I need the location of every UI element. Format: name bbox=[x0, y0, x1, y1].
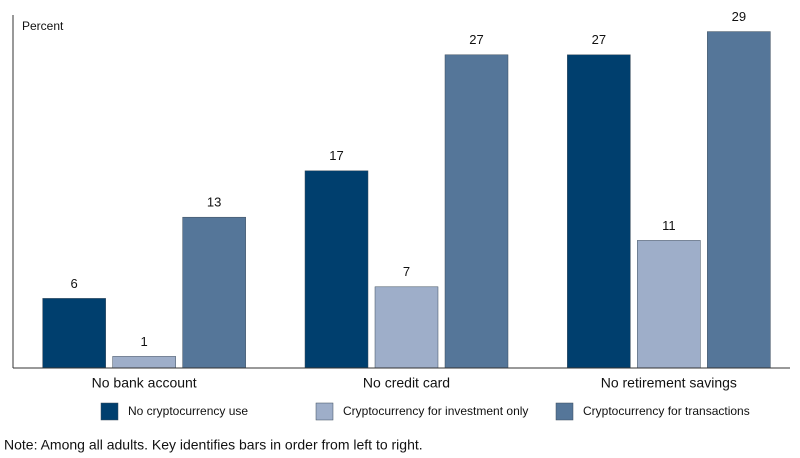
bar bbox=[444, 54, 509, 369]
bar bbox=[567, 54, 631, 369]
bar bbox=[304, 170, 369, 369]
bar bbox=[707, 31, 771, 369]
value-label: 6 bbox=[71, 276, 78, 291]
bar bbox=[182, 216, 246, 369]
value-label: 13 bbox=[207, 195, 221, 210]
value-label: 27 bbox=[592, 32, 606, 47]
legend-label: Cryptocurrency for investment only bbox=[343, 404, 528, 418]
y-axis-label: Percent bbox=[22, 19, 64, 33]
bar bbox=[42, 298, 106, 369]
x-tick-label: No bank account bbox=[92, 375, 197, 391]
legend-swatch bbox=[100, 402, 119, 421]
legend-label: No cryptocurrency use bbox=[128, 404, 248, 418]
legend-swatch bbox=[315, 402, 334, 421]
value-label: 29 bbox=[732, 9, 746, 24]
value-label: 27 bbox=[469, 32, 483, 47]
x-tick-label: No retirement savings bbox=[601, 375, 737, 391]
value-label: 7 bbox=[403, 264, 410, 279]
bar bbox=[637, 240, 701, 369]
value-label: 17 bbox=[329, 148, 343, 163]
bar bbox=[374, 286, 439, 369]
legend-swatch bbox=[555, 402, 574, 421]
bar bbox=[112, 356, 176, 369]
value-label: 11 bbox=[662, 218, 676, 233]
note: Note: Among all adults. Key identifies b… bbox=[4, 437, 423, 453]
legend-label: Cryptocurrency for transactions bbox=[583, 404, 750, 418]
x-tick-label: No credit card bbox=[363, 375, 450, 391]
value-label: 1 bbox=[141, 334, 148, 349]
